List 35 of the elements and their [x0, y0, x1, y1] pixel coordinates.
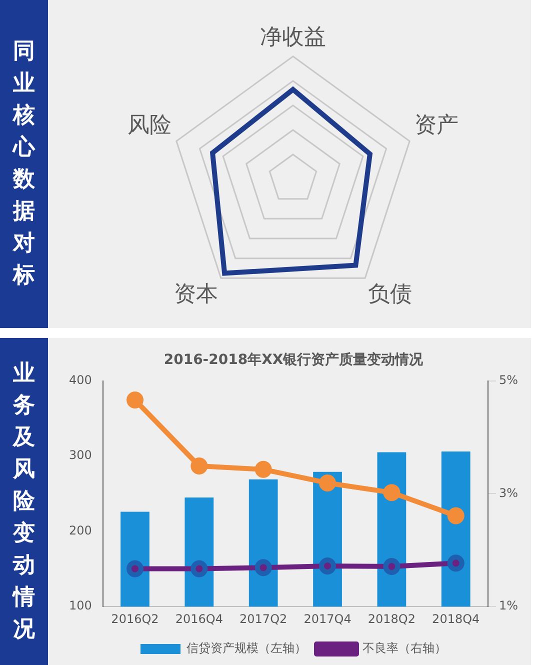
- point: [254, 559, 272, 576]
- x-tick-label: 2017Q4: [304, 612, 352, 626]
- point: [190, 560, 208, 578]
- point: [383, 484, 400, 502]
- point: [254, 460, 272, 478]
- point: [447, 507, 464, 524]
- spoke-label: 负债: [368, 282, 412, 308]
- point: [447, 554, 464, 572]
- legend-label: 不良率（右轴）: [362, 641, 446, 656]
- chart-title: 2016-2018年XX银行资产质量变动情况: [164, 351, 424, 368]
- point: [126, 560, 144, 578]
- y2-tick-label: 5%: [498, 372, 518, 387]
- spoke-label: 净收益: [260, 24, 326, 50]
- x-tick-label: 2018Q4: [432, 612, 480, 626]
- x-tick-label: 2017Q2: [240, 612, 288, 626]
- y2-tick-label: 3%: [498, 486, 518, 500]
- y-tick-label: 200: [69, 523, 92, 538]
- point: [190, 458, 208, 475]
- point: [126, 391, 144, 408]
- y2-tick-label: 1%: [498, 598, 518, 613]
- spoke-label: 资本: [174, 282, 218, 308]
- x-tick-label: 2018Q2: [368, 612, 416, 626]
- y-tick-label: 400: [69, 372, 92, 387]
- legend-label: 信贷资产规模（左轴）: [186, 641, 306, 656]
- x-tick-label: 2016Q2: [111, 612, 159, 626]
- text: 同业核心数据对标: [13, 38, 35, 290]
- spoke-label: 资产: [414, 113, 458, 138]
- point: [319, 474, 336, 492]
- point: [383, 558, 400, 576]
- y-tick-label: 100: [69, 598, 92, 613]
- text: 业务及风险变动情况: [13, 360, 35, 642]
- point: [319, 557, 336, 574]
- spoke-label: 风险: [128, 113, 172, 138]
- y-tick-label: 300: [69, 448, 92, 462]
- x-tick-label: 2016Q4: [175, 612, 223, 626]
